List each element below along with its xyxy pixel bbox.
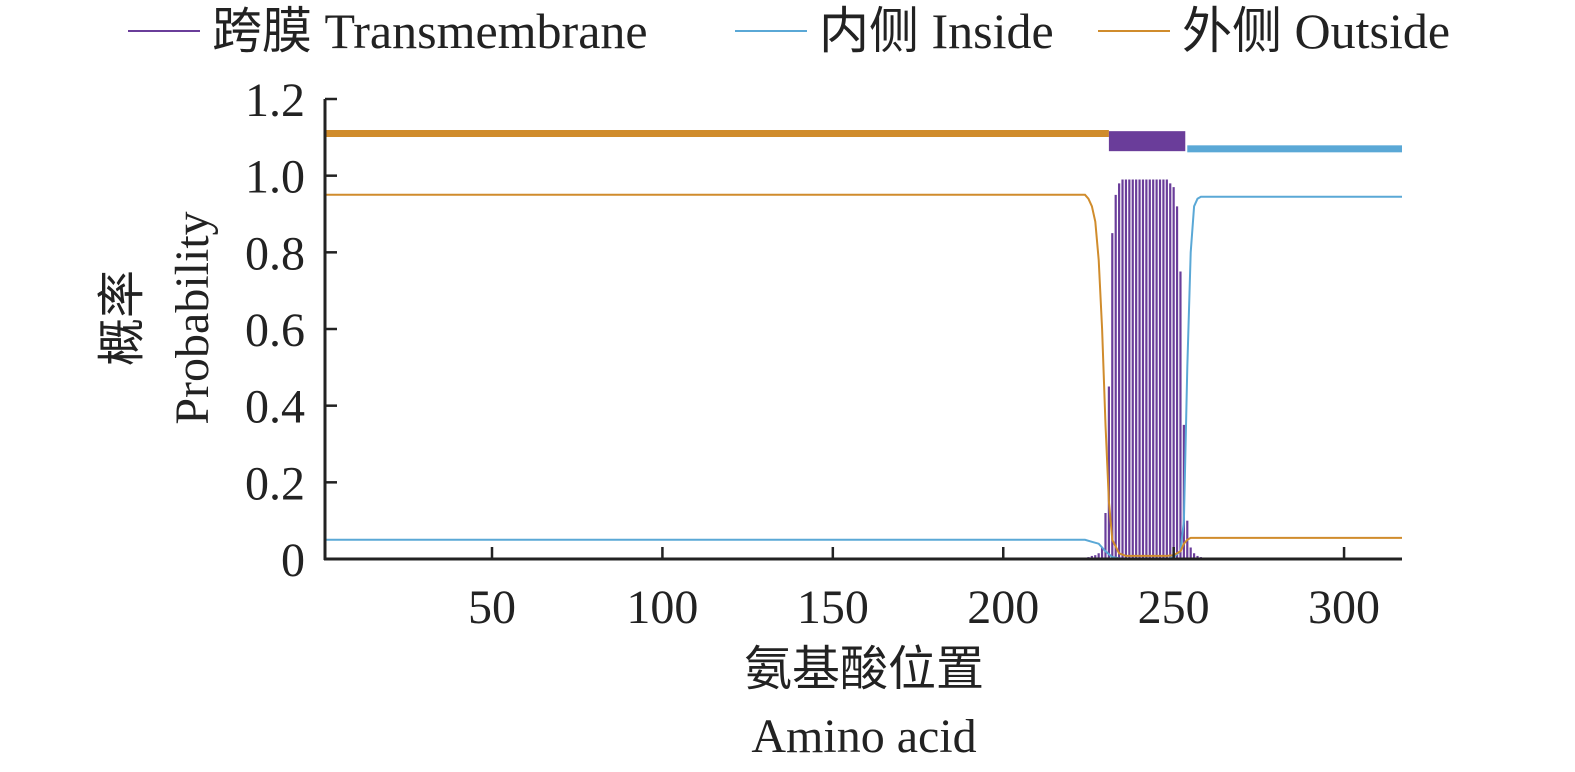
series-line: [325, 193, 1402, 557]
x-tick-label: 100: [626, 581, 698, 634]
legend-label: 外侧 Outside: [1182, 3, 1451, 59]
legend-item: 内侧 Inside: [735, 4, 1054, 58]
topology-bars: [325, 130, 1402, 153]
x-tick-label: 300: [1308, 581, 1380, 634]
legend-label: 跨膜 Transmembrane: [212, 3, 648, 59]
legend-item: 跨膜 Transmembrane: [128, 4, 648, 58]
legend: 跨膜 Transmembrane 内侧 Inside 外侧 Outside: [0, 0, 1575, 62]
legend-swatch: [128, 30, 200, 32]
y-tick-label: 0.2: [245, 457, 305, 510]
y-tick-label: 0: [281, 534, 305, 587]
series-line: [325, 195, 1402, 560]
y-tick-label: 0.6: [245, 304, 305, 357]
y-tick-label: 1.0: [245, 151, 305, 204]
topology-bar-transmembrane: [1108, 131, 1186, 152]
legend-swatch: [1098, 30, 1170, 32]
legend-item: 外侧 Outside: [1098, 4, 1450, 58]
y-tick-label: 1.2: [245, 74, 305, 127]
y-tick-label: 0.8: [245, 227, 305, 280]
x-axis-title-cn: 氨基酸位置: [744, 643, 984, 696]
y-axis-title-cn: 概率: [96, 270, 149, 366]
topology-bar-inside: [1187, 145, 1402, 153]
legend-label: 内侧 Inside: [819, 3, 1054, 59]
y-ticks: 0 0.2 0.4 0.6 0.8 1.0 1.2: [245, 74, 337, 587]
x-ticks: 50 100 150 200 250 300: [468, 547, 1380, 634]
series-layer: [325, 179, 1402, 560]
x-tick-label: 150: [797, 581, 869, 634]
x-tick-label: 250: [1138, 581, 1210, 634]
legend-swatch: [735, 30, 807, 32]
y-tick-label: 0.4: [245, 381, 305, 434]
topology-bar-outside: [325, 130, 1109, 137]
y-axis-title-en: Probability: [166, 211, 219, 424]
x-tick-label: 200: [967, 581, 1039, 634]
axes: [323, 99, 1402, 561]
x-axis-title-en: Amino acid: [751, 710, 976, 763]
x-tick-label: 50: [468, 581, 516, 634]
